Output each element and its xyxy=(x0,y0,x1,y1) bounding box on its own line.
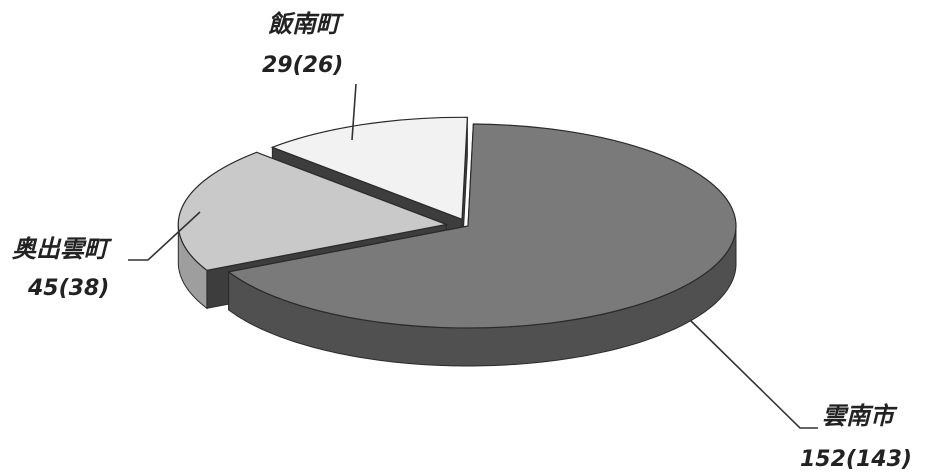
leader-line-iinan xyxy=(351,83,357,141)
label-unnan-value: 152(143) xyxy=(800,447,912,472)
label-okuizumo-value: 45(38) xyxy=(27,276,109,301)
leader-line-unnan xyxy=(689,319,818,429)
label-iinan-name: 飯南町 xyxy=(268,10,345,38)
slice-iinan xyxy=(270,116,469,221)
label-okuizumo-name: 奥出雲町 xyxy=(12,235,113,263)
label-iinan-value: 29(26) xyxy=(262,53,343,78)
leader-line-okuizumo xyxy=(128,211,201,261)
pie-slices xyxy=(177,116,737,367)
slice-okuizumo xyxy=(177,151,449,271)
label-unnan-name: 雲南市 xyxy=(822,402,898,430)
slice-unnan xyxy=(227,123,737,329)
data-labels: 飯南町 29(26) 奥出雲町 45(38) 雲南市 152(143) xyxy=(12,10,912,472)
